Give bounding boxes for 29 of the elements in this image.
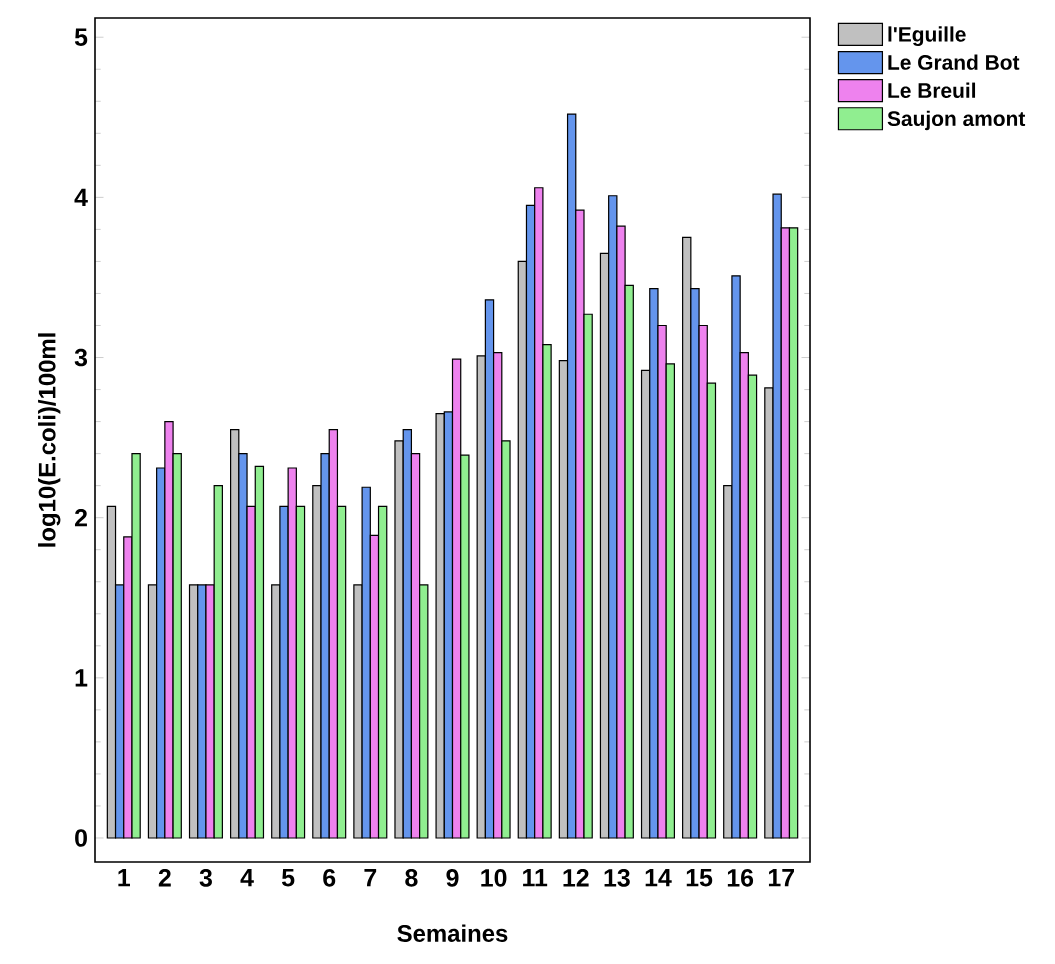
legend-label: Le Grand Bot — [888, 54, 1020, 70]
x-tick-label: 7 — [364, 869, 377, 887]
legend-label: Le Breuil — [888, 82, 976, 98]
y-tick-label: 2 — [74, 508, 87, 527]
legend-label: Saujon amont — [887, 110, 1026, 131]
y-tick-label: 4 — [74, 188, 88, 206]
y-tick-label: 3 — [74, 348, 88, 367]
x-tick-label: 15 — [686, 869, 713, 887]
x-tick-label: 5 — [281, 869, 295, 887]
y-axis-title: log10(E.coli)/100ml — [38, 333, 61, 547]
x-tick-label: 14 — [645, 869, 672, 887]
x-tick-label: 1 — [118, 869, 130, 887]
y-tick-label: 1 — [75, 669, 88, 687]
x-tick-label: 9 — [446, 869, 459, 887]
x-tick-label: 3 — [199, 869, 212, 887]
x-tick-label: 4 — [240, 869, 254, 887]
x-tick-label: 2 — [158, 869, 171, 887]
x-tick-label: 6 — [323, 869, 336, 887]
y-tick-label: 0 — [75, 829, 87, 847]
x-tick-label: 12 — [563, 869, 589, 887]
x-tick-label: 11 — [523, 869, 548, 887]
x-axis-title: Semaines — [397, 924, 508, 942]
x-tick-label: 8 — [405, 869, 418, 887]
x-tick-label: 10 — [481, 869, 507, 887]
x-tick-label: 13 — [604, 869, 630, 887]
legend-label: l'Eguille — [888, 26, 966, 46]
x-tick-label: 16 — [727, 869, 754, 887]
y-tick-label: 5 — [74, 28, 88, 46]
x-tick-label: 17 — [768, 869, 794, 887]
